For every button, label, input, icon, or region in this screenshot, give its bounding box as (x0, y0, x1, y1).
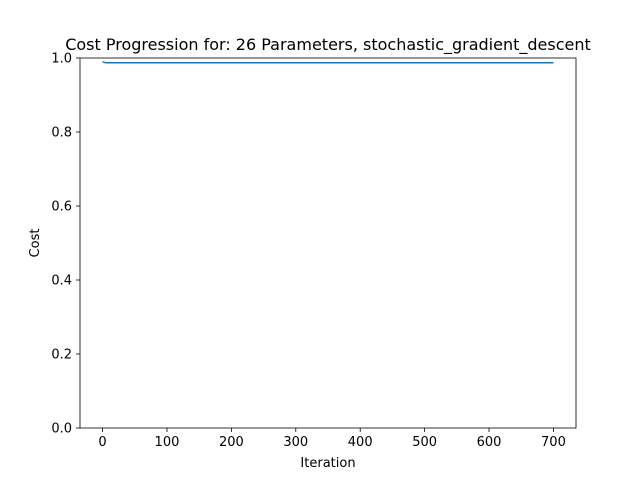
x-tick-label: 200 (219, 435, 244, 450)
y-tick-label: 0.6 (51, 200, 72, 215)
x-tick-label: 0 (98, 435, 106, 450)
x-tick-label: 400 (348, 435, 373, 450)
y-tick-label: 0.0 (51, 422, 72, 437)
x-tick-label: 500 (412, 435, 437, 450)
axes-frame (79, 57, 577, 429)
y-tick-label: 0.4 (51, 274, 72, 289)
series-line-0 (102, 60, 554, 64)
y-tick-label: 0.8 (51, 126, 72, 141)
x-tick-label: 700 (541, 435, 566, 450)
plot-area (102, 60, 554, 64)
x-axis-label: Iteration (300, 456, 355, 471)
y-tick-label: 1.0 (51, 52, 72, 67)
y-axis-label: Cost (28, 229, 43, 258)
axes: 0 100 200 300 400 500 600 700 0.0 0.2 0.4 0.6 0.8 1.0 (51, 52, 577, 450)
x-tick-label: 300 (283, 435, 308, 450)
x-tick-label: 600 (477, 435, 502, 450)
chart-title: Cost Progression for: 26 Parameters, sto… (65, 35, 591, 55)
y-tick-label: 0.2 (51, 348, 72, 363)
x-tick-label: 100 (155, 435, 180, 450)
